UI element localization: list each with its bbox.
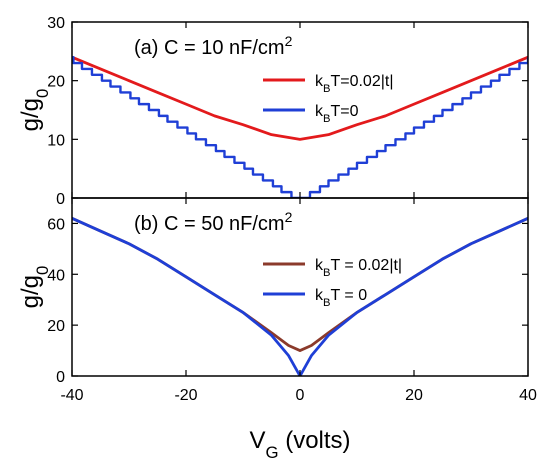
- y-tick-label-a: 30: [47, 15, 65, 32]
- series-line-b-1: [72, 217, 528, 376]
- y-axis-label-a: g/g0: [17, 89, 52, 132]
- y-tick-label-b: 60: [47, 216, 65, 233]
- x-tick-label: -40: [60, 387, 83, 404]
- y-axis-title-a: g/g0: [17, 89, 52, 132]
- y-tick-label-a: 10: [47, 132, 65, 149]
- x-tick-label: 20: [405, 387, 423, 404]
- y-axis-title-b: g/g0: [17, 266, 52, 309]
- legend-label-a-1: kBT=0: [315, 103, 359, 125]
- x-tick-label: -20: [174, 387, 197, 404]
- panel-title-a: (a) C = 10 nF/cm2: [134, 33, 293, 59]
- legend-label-b-0: kBT = 0.02|t|: [315, 257, 402, 279]
- x-axis-title: VG (volts): [249, 427, 350, 458]
- y-tick-label-b: 40: [47, 267, 65, 284]
- panel-title-b: (b) C = 50 nF/cm2: [134, 209, 293, 235]
- panel-a: 0 10 20 30 g/g0 (a) C = 10 nF/cm2 kBT=0.02|t| k…: [17, 15, 529, 208]
- series-line-b-0: [72, 217, 528, 352]
- x-tick-label: 0: [296, 387, 305, 404]
- series-line-a-0: [72, 55, 528, 141]
- x-tick-label: 40: [519, 387, 537, 404]
- y-axis-label-b: g/g0: [17, 266, 52, 309]
- y-tick-label-a: 20: [47, 74, 65, 91]
- y-tick-label-a: 0: [56, 191, 65, 208]
- y-tick-label-b: 20: [47, 318, 65, 335]
- legend-label-a-0: kBT=0.02|t|: [315, 73, 393, 95]
- y-tick-label-b: 0: [56, 369, 65, 386]
- series-line-a-1: [72, 56, 528, 198]
- legend-label-b-1: kBT = 0: [315, 287, 367, 309]
